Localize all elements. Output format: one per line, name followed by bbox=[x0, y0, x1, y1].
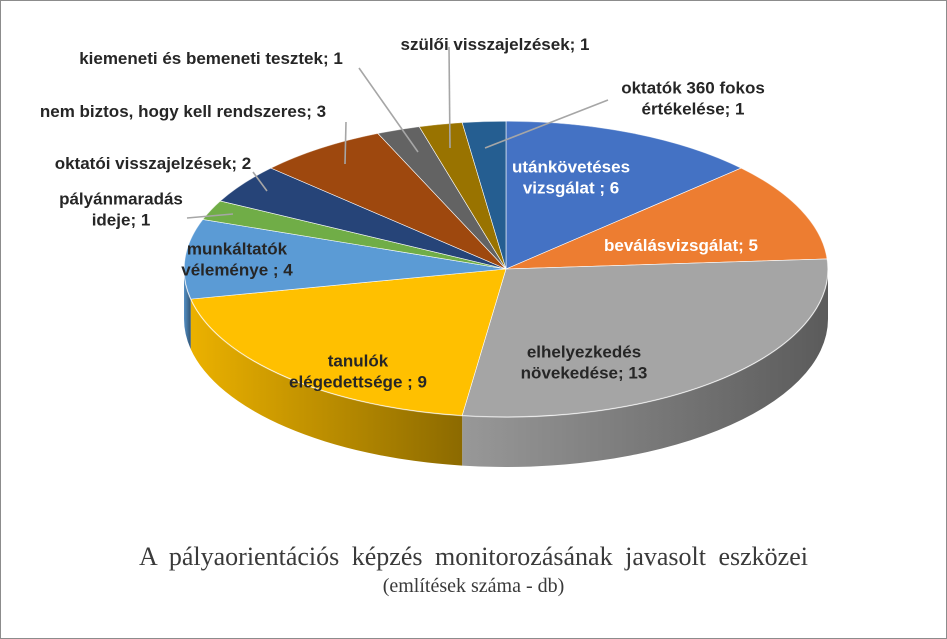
pie-slice-tanulok-elegedettsege bbox=[190, 268, 507, 416]
chart-subtitle: (említések száma - db) bbox=[382, 575, 565, 597]
pie-slice-elhelyezkedes-novekedese bbox=[461, 258, 829, 418]
chart-caption: A pályaorientációs képzés monitorozásána… bbox=[1, 541, 946, 599]
leader-line-oktatoi-visszajelzesek bbox=[252, 171, 268, 192]
leader-line-szuloi-visszajelzesek bbox=[448, 46, 451, 149]
slice-label-tanulok-elegedettsege: elégedettsége ; 9 bbox=[289, 373, 427, 392]
slice-label-palyanmaradas-ideje: pályánmaradás bbox=[59, 190, 183, 209]
pie-rim bbox=[183, 120, 829, 418]
slice-label-szuloi-visszajelzesek: szülői visszajelzések; 1 bbox=[401, 35, 590, 54]
pie-side-munkaltatok-velemenye bbox=[184, 269, 191, 350]
slice-label-munkaltatok-velemenye: munkáltatók bbox=[187, 240, 288, 259]
slice-label-utankoveteses-vizsgalat: vizsgálat ; 6 bbox=[523, 179, 619, 198]
slice-label-utankoveteses-vizsgalat: utánkövetéses bbox=[512, 158, 630, 177]
slice-label-elhelyezkedes-novekedese: növekedése; 13 bbox=[521, 364, 648, 383]
pie-slice-nem-biztos-hogy-kell-rendszeres bbox=[269, 132, 507, 270]
pie-side-tanulok-elegedettsege bbox=[190, 299, 463, 466]
leader-line-nem-biztos-hogy-kell-rendszeres bbox=[344, 121, 347, 165]
slice-label-elhelyezkedes-novekedese: elhelyezkedés bbox=[527, 343, 641, 362]
pie-slice-oktatok-360-fokos-ertekelese bbox=[461, 120, 507, 270]
pie-side-elhelyezkedes-novekedese bbox=[462, 269, 828, 467]
slice-label-nem-biztos-hogy-kell-rendszeres: nem biztos, hogy kell rendszeres; 3 bbox=[40, 102, 326, 121]
leader-line-kiemeneti-es-bemeneti-tesztek bbox=[358, 67, 419, 153]
pie-slice-utankoveteses-vizsgalat bbox=[505, 120, 743, 270]
slice-label-munkaltatok-velemenye: véleménye ; 4 bbox=[181, 261, 293, 280]
slice-label-tanulok-elegedettsege: tanulók bbox=[328, 352, 389, 371]
slice-label-kiemeneti-es-bemeneti-tesztek: kiemeneti és bemeneti tesztek; 1 bbox=[79, 49, 343, 68]
slice-label-oktatoi-visszajelzesek: oktatói visszajelzések; 2 bbox=[55, 154, 252, 173]
slice-label-oktatok-360-fokos-ertekelese: oktatók 360 fokos bbox=[621, 79, 765, 98]
pie-slice-bevalasvizsgalat bbox=[505, 167, 828, 270]
leader-line-palyanmaradas-ideje bbox=[186, 213, 234, 219]
chart-title: A pályaorientációs képzés monitorozásána… bbox=[139, 542, 808, 571]
leader-line-oktatok-360-fokos-ertekelese bbox=[484, 99, 609, 149]
slice-label-bevalasvizsgalat: beválásvizsgálat; 5 bbox=[604, 236, 758, 255]
slice-label-palyanmaradas-ideje: ideje; 1 bbox=[92, 211, 151, 230]
pie-slice-munkaltatok-velemenye bbox=[183, 219, 507, 300]
slice-label-oktatok-360-fokos-ertekelese: értékelése; 1 bbox=[641, 100, 744, 119]
